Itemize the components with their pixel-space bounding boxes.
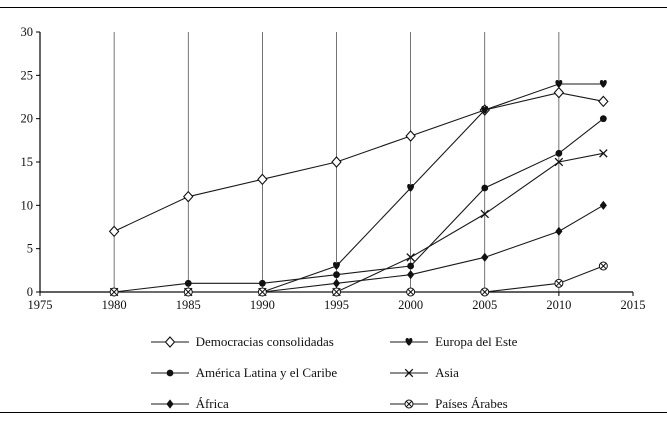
x-tick-label: 2015 xyxy=(621,298,646,312)
x-tick-label: 1980 xyxy=(102,298,127,312)
filled-diamond-marker xyxy=(481,252,489,262)
x-cross-marker xyxy=(599,149,608,158)
heart-marker xyxy=(481,106,489,114)
y-tick-label: 5 xyxy=(27,242,33,256)
filled-circle-marker xyxy=(333,271,340,279)
legend-label: América Latina y el Caribe xyxy=(195,365,338,380)
legend-item: Europa del Este xyxy=(389,334,517,350)
legend-label: Asia xyxy=(435,365,459,380)
filled-diamond-marker xyxy=(599,200,607,210)
x-tick-label: 1985 xyxy=(176,298,201,312)
circle-x-marker xyxy=(406,287,416,297)
filled-diamond-marker xyxy=(332,278,341,288)
filled-diamond-legend-icon xyxy=(150,399,189,409)
open-diamond-marker xyxy=(108,225,120,238)
y-tick-label: 30 xyxy=(21,25,34,39)
circle-x-marker xyxy=(598,261,608,271)
filled-circle-legend-icon xyxy=(150,369,189,377)
circle-x-marker xyxy=(109,287,119,297)
filled-circle-marker xyxy=(258,279,266,287)
line-chart: 1975 1980 1985 1990 1995 2000 2005 2010 20150510… xyxy=(21,25,646,312)
legend-item: Asia xyxy=(389,365,517,381)
x-tick-label: 2005 xyxy=(472,298,497,312)
legend-label: Países Árabes xyxy=(435,396,508,411)
open-diamond-marker xyxy=(553,86,565,99)
y-tick-label: 20 xyxy=(21,112,34,126)
series-line xyxy=(114,152,604,293)
x-cross-marker xyxy=(406,253,415,262)
open-diamond-marker xyxy=(257,173,268,186)
filled-circle-marker xyxy=(555,149,563,157)
heart-marker xyxy=(405,338,413,346)
figure-container: 1975 1980 1985 1990 1995 2000 2005 2010 2015 0 5 10… xyxy=(0,7,667,413)
y-tick-label: 0 xyxy=(27,285,33,299)
heart-marker xyxy=(599,80,607,88)
legend-label: África xyxy=(195,396,229,411)
x-tick-label: 2010 xyxy=(546,298,571,312)
x-cross-marker xyxy=(404,368,414,378)
open-diamond-marker xyxy=(164,336,175,348)
circle-x-marker xyxy=(332,287,341,297)
circle-x-marker xyxy=(554,278,564,288)
legend-item: África xyxy=(150,396,338,412)
y-tick-label: 15 xyxy=(21,155,34,169)
heart-marker xyxy=(555,80,563,88)
filled-circle-marker xyxy=(184,279,192,287)
filled-circle-marker xyxy=(166,369,173,377)
heart-marker xyxy=(333,262,340,270)
open-diamond-marker xyxy=(331,156,342,168)
circle-x-marker xyxy=(404,399,414,409)
filled-circle-marker xyxy=(599,115,607,123)
filled-diamond-marker xyxy=(555,226,563,236)
open-diamond-marker xyxy=(405,130,416,142)
circle-x-marker xyxy=(480,287,490,297)
open-diamond-marker xyxy=(598,95,609,108)
legend-item: Democracias consolidadas xyxy=(150,334,338,350)
legend-label: Europa del Este xyxy=(435,334,518,349)
x-tick-label: 1990 xyxy=(250,298,275,312)
series-line xyxy=(113,92,604,232)
x-cross-marker xyxy=(554,157,564,167)
heart-legend-icon xyxy=(390,338,429,346)
circle-x-legend-icon xyxy=(390,399,429,409)
series-line xyxy=(114,118,604,293)
series-line xyxy=(114,83,604,293)
y-tick-label: 25 xyxy=(21,68,34,82)
filled-diamond-marker xyxy=(407,270,415,280)
legend-item: Países Árabes xyxy=(389,396,517,412)
circle-x-marker xyxy=(183,287,193,297)
x-cross-marker xyxy=(480,209,490,219)
filled-circle-marker xyxy=(407,262,415,270)
series-line xyxy=(114,204,604,293)
open-diamond-marker xyxy=(183,190,194,203)
filled-diamond-marker xyxy=(165,399,174,409)
series-line xyxy=(114,265,604,293)
circle-x-marker xyxy=(257,287,267,297)
legend-label: Democracias consolidadas xyxy=(195,334,334,349)
x-tick-label: 2000 xyxy=(398,298,423,312)
x-tick-label: 1975 xyxy=(28,298,53,312)
chart-legend: Democracias consolidadas Europa del Este A… xyxy=(0,334,667,412)
x-tick-label: 1995 xyxy=(324,298,349,312)
x-cross-legend-icon xyxy=(390,368,429,378)
filled-circle-marker xyxy=(481,184,489,192)
legend-item: América Latina y el Caribe xyxy=(150,365,338,381)
y-tick-label: 10 xyxy=(21,198,34,212)
open-diamond-legend-icon xyxy=(150,336,189,348)
heart-marker xyxy=(407,184,415,192)
